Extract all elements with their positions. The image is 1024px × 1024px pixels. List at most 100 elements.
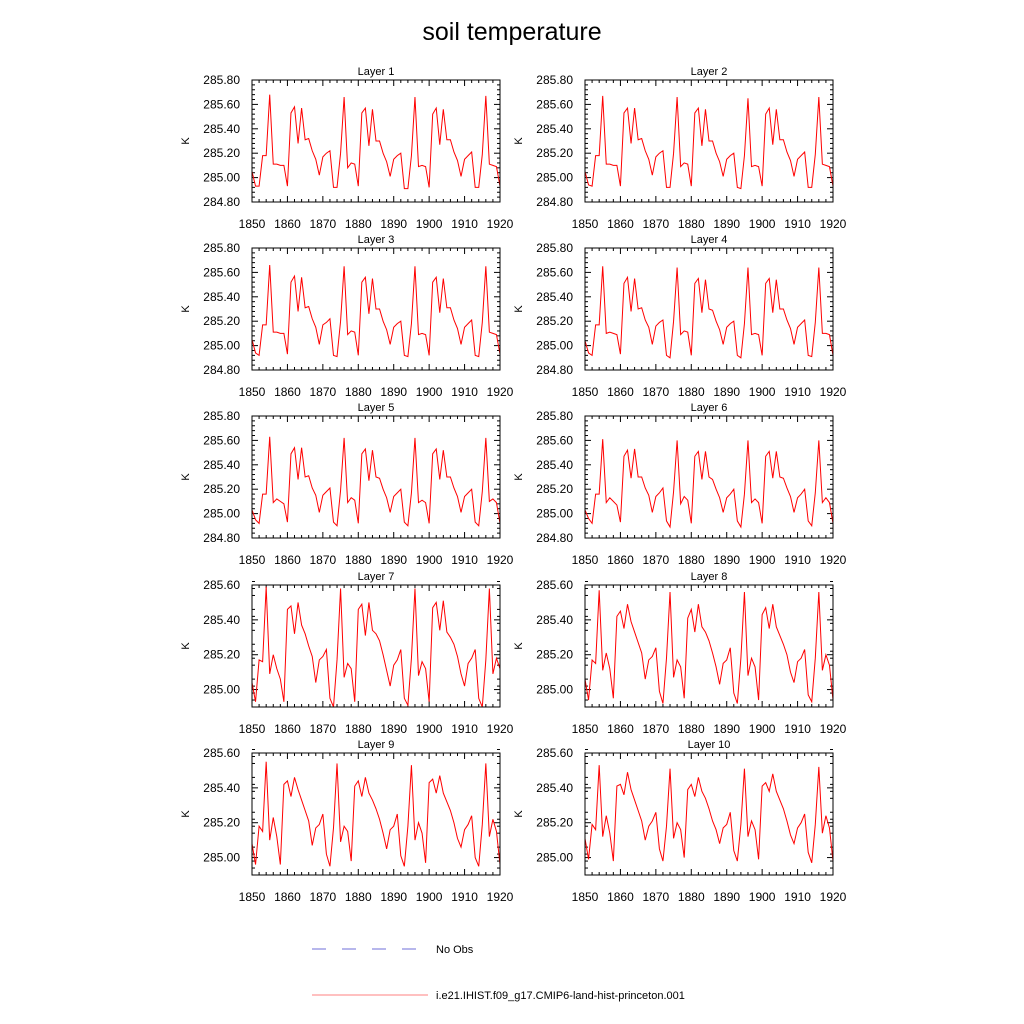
axes-frame xyxy=(584,247,834,371)
x-tick-label: 1850 xyxy=(239,722,266,736)
x-tick-label: 1870 xyxy=(310,722,337,736)
x-tick-label: 1860 xyxy=(607,385,634,399)
x-tick-label: 1910 xyxy=(451,722,478,736)
y-tick-label: 285.00 xyxy=(536,507,573,521)
y-tick-label: 285.80 xyxy=(536,241,573,255)
series-line xyxy=(585,590,833,704)
x-tick-label: 1870 xyxy=(310,553,337,567)
y-tick-label: 285.00 xyxy=(536,683,573,697)
panel-1: Layer 1 K 1850 1860 1870 1880 1890 1900 1910 1920… xyxy=(180,66,514,231)
panel-2: Layer 2 K 1850 1860 1870 1880 1890 1900 1910 1920… xyxy=(513,66,847,231)
y-tick-label: 285.00 xyxy=(203,851,240,865)
x-tick-label: 1860 xyxy=(607,890,634,904)
x-tick-label: 1920 xyxy=(487,385,514,399)
y-tick-label: 285.00 xyxy=(203,507,240,521)
series-line xyxy=(585,439,833,529)
y-tick-label: 285.40 xyxy=(536,613,573,627)
x-tick-label: 1890 xyxy=(713,385,740,399)
x-tick-label: 1850 xyxy=(239,217,266,231)
x-tick-label: 1870 xyxy=(643,217,670,231)
x-tick-label: 1880 xyxy=(678,553,705,567)
x-tick-label: 1870 xyxy=(310,217,337,231)
x-tick-label: 1920 xyxy=(487,890,514,904)
series-line xyxy=(252,761,500,867)
x-tick-label: 1860 xyxy=(607,553,634,567)
y-axis-label: K xyxy=(180,473,192,481)
x-tick-label: 1910 xyxy=(451,890,478,904)
x-tick-label: 1900 xyxy=(749,385,776,399)
y-tick-label: 285.40 xyxy=(203,122,240,136)
x-tick-label: 1890 xyxy=(380,722,407,736)
panel-title: Layer 9 xyxy=(358,739,395,751)
y-tick-label: 285.40 xyxy=(203,781,240,795)
panel-7: Layer 7 K 1850 1860 1870 1880 1890 1900 1910 1920… xyxy=(180,571,514,736)
x-tick-label: 1890 xyxy=(713,217,740,231)
legend: No Obs i.e21.IHIST.f09_g17.CMIP6-land-hi… xyxy=(312,944,685,1002)
x-tick-label: 1870 xyxy=(310,890,337,904)
panel-4: Layer 4 K 1850 1860 1870 1880 1890 1900 1910 1920… xyxy=(513,234,847,399)
y-tick-label: 285.80 xyxy=(203,241,240,255)
x-tick-label: 1890 xyxy=(380,890,407,904)
panel-title: Layer 7 xyxy=(358,571,395,583)
panel-3: Layer 3 K 1850 1860 1870 1880 1890 1900 1910 1920… xyxy=(180,234,514,399)
panel-title: Layer 8 xyxy=(691,571,728,583)
x-tick-label: 1900 xyxy=(749,890,776,904)
panel-8: Layer 8 K 1850 1860 1870 1880 1890 1900 1910 1920… xyxy=(513,571,847,736)
panels: Layer 1 K 1850 1860 1870 1880 1890 1900 1910 1920… xyxy=(180,66,847,904)
y-tick-label: 285.40 xyxy=(536,290,573,304)
x-tick-label: 1850 xyxy=(239,385,266,399)
x-tick-label: 1910 xyxy=(784,217,811,231)
x-tick-label: 1880 xyxy=(678,722,705,736)
y-tick-label: 285.60 xyxy=(203,746,240,760)
x-tick-label: 1850 xyxy=(572,890,599,904)
x-tick-label: 1900 xyxy=(416,722,443,736)
series-line xyxy=(585,765,833,863)
y-tick-label: 285.20 xyxy=(536,648,573,662)
x-tick-label: 1910 xyxy=(451,553,478,567)
y-tick-label: 285.00 xyxy=(203,171,240,185)
y-tick-label: 285.60 xyxy=(203,97,240,111)
axes-frame xyxy=(251,584,501,708)
x-tick-label: 1890 xyxy=(380,385,407,399)
panel-5: Layer 5 K 1850 1860 1870 1880 1890 1900 1910 1920… xyxy=(180,402,514,567)
y-tick-label: 285.40 xyxy=(203,613,240,627)
y-tick-label: 285.80 xyxy=(536,73,573,87)
y-axis-label: K xyxy=(180,137,192,145)
x-tick-label: 1860 xyxy=(607,217,634,231)
panel-6: Layer 6 K 1850 1860 1870 1880 1890 1900 1910 1920… xyxy=(513,402,847,567)
x-tick-label: 1900 xyxy=(749,217,776,231)
y-axis-label: K xyxy=(513,810,525,818)
y-tick-label: 285.60 xyxy=(536,746,573,760)
x-tick-label: 1910 xyxy=(451,217,478,231)
panel-10: Layer 10 K 1850 1860 1870 1880 1890 1900 1910 192… xyxy=(513,739,847,904)
axes-frame xyxy=(584,584,834,708)
x-tick-label: 1890 xyxy=(713,722,740,736)
y-axis-label: K xyxy=(513,305,525,313)
x-tick-label: 1920 xyxy=(487,553,514,567)
x-tick-label: 1920 xyxy=(820,722,847,736)
y-tick-label: 285.60 xyxy=(536,97,573,111)
y-tick-label: 285.80 xyxy=(203,409,240,423)
legend-label-no-obs: No Obs xyxy=(436,944,474,956)
y-tick-label: 285.20 xyxy=(536,314,573,328)
x-tick-label: 1860 xyxy=(274,385,301,399)
x-tick-label: 1850 xyxy=(572,217,599,231)
series-line xyxy=(252,436,500,527)
x-tick-label: 1880 xyxy=(678,217,705,231)
y-tick-label: 285.60 xyxy=(536,265,573,279)
x-tick-label: 1890 xyxy=(380,217,407,231)
panel-title: Layer 6 xyxy=(691,402,728,414)
y-tick-label: 284.80 xyxy=(536,363,573,377)
y-tick-label: 285.60 xyxy=(203,265,240,279)
series-line xyxy=(252,94,500,190)
x-tick-label: 1920 xyxy=(820,385,847,399)
axes-frame xyxy=(251,79,501,203)
y-tick-label: 285.40 xyxy=(536,781,573,795)
x-tick-label: 1860 xyxy=(274,890,301,904)
x-tick-label: 1850 xyxy=(572,385,599,399)
y-tick-label: 284.80 xyxy=(203,531,240,545)
y-tick-label: 285.20 xyxy=(536,816,573,830)
x-tick-label: 1860 xyxy=(274,553,301,567)
x-tick-label: 1880 xyxy=(345,890,372,904)
